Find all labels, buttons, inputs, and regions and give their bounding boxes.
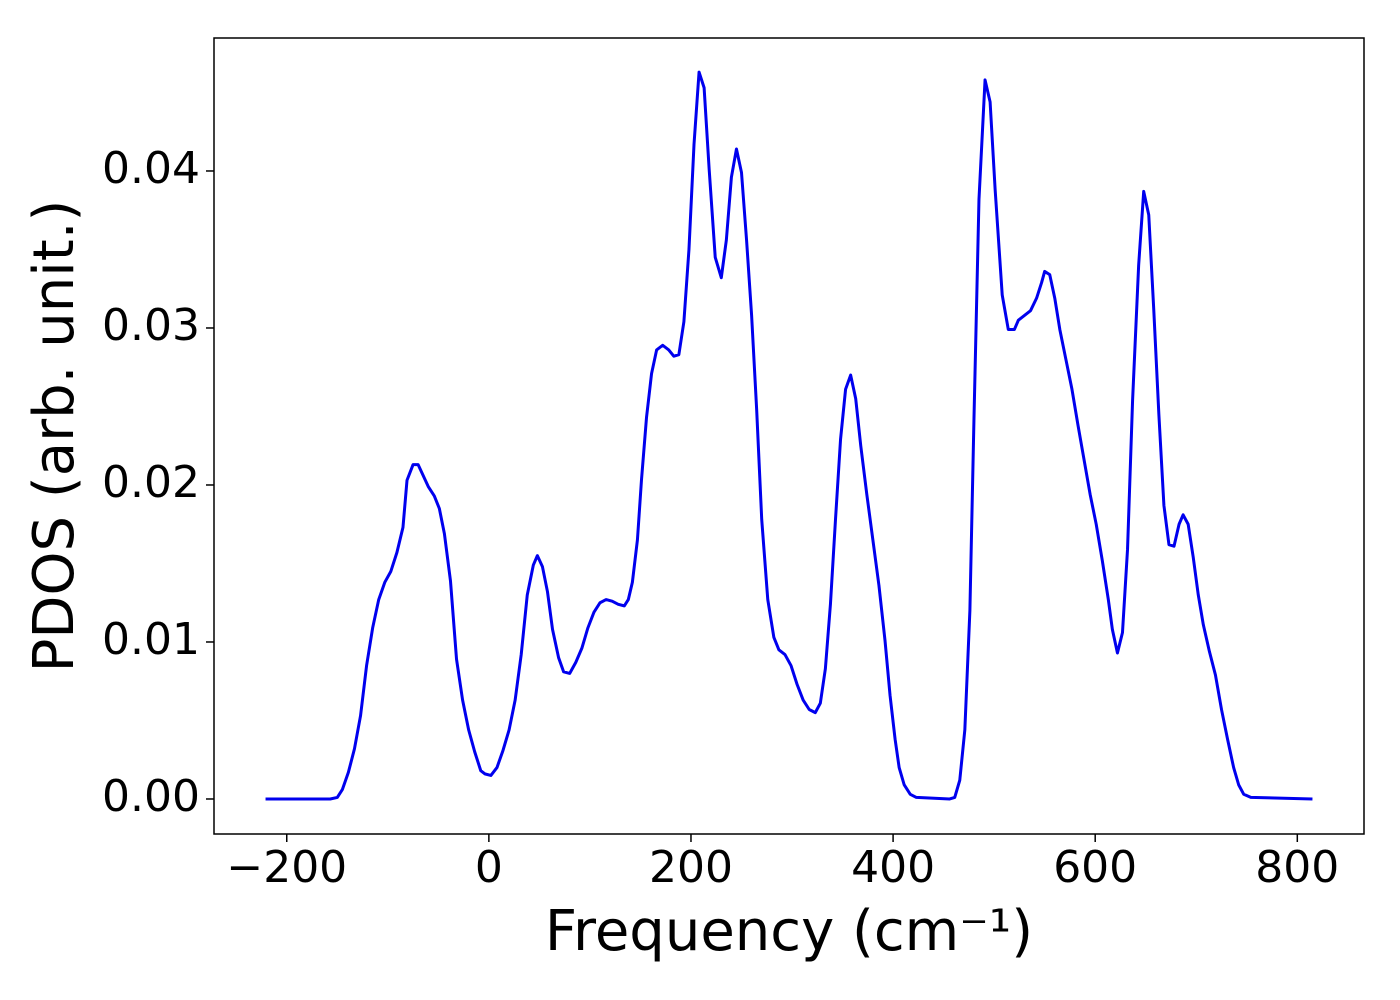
y-tick-label: 0.00 [102,771,200,822]
x-tick-label: 200 [649,842,733,893]
y-tick-label: 0.01 [102,614,200,665]
x-tick-label: −200 [226,842,347,893]
x-tick-label: 400 [851,842,935,893]
x-tick-label: 0 [475,842,503,893]
data-line [265,70,1313,801]
plot-frame [213,37,1365,835]
x-tick-label: 600 [1053,842,1137,893]
y-tick-label: 0.03 [102,300,200,351]
y-axis-label: PDOS (arb. unit.) [22,200,87,673]
y-tick-label: 0.04 [102,143,200,194]
y-tick-label: 0.02 [102,457,200,508]
x-axis-label: Frequency (cm⁻¹) [545,899,1033,964]
x-tick-label: 800 [1255,842,1339,893]
